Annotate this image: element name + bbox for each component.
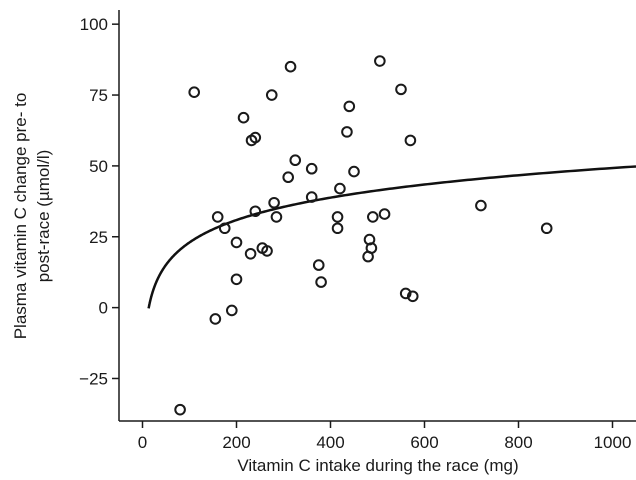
x-axis: 0 200 400 600 800 1000 <box>119 420 636 452</box>
data-point <box>188 86 200 98</box>
data-point <box>284 60 297 73</box>
fit-curve-layer <box>147 165 636 309</box>
data-point <box>374 55 386 67</box>
data-point <box>268 196 280 209</box>
data-point <box>312 259 325 271</box>
data-point <box>331 211 344 223</box>
data-point <box>378 208 391 220</box>
data-point <box>399 287 412 300</box>
data-point <box>289 154 302 167</box>
y-ticks: −25 0 25 50 75 100 <box>79 15 119 388</box>
data-point <box>540 222 553 235</box>
y-tick-label: 50 <box>89 157 108 176</box>
y-axis-title-line-1: Plasma vitamin C change pre- to <box>11 93 30 340</box>
data-point <box>230 273 243 286</box>
data-point <box>211 211 224 223</box>
x-ticks: 0 200 400 600 800 1000 <box>138 421 632 452</box>
data-point <box>226 304 238 317</box>
y-tick-label: 25 <box>89 228 108 247</box>
data-point <box>331 222 344 235</box>
data-point <box>282 171 295 184</box>
data-point <box>367 211 379 223</box>
y-tick-label: −25 <box>79 369 108 388</box>
data-point <box>341 126 353 138</box>
data-point <box>174 403 186 416</box>
x-tick-label: 800 <box>504 433 532 452</box>
y-tick-label: 0 <box>99 299 108 318</box>
data-point <box>315 276 327 288</box>
data-points <box>174 55 553 416</box>
data-point <box>406 290 419 303</box>
data-point <box>209 313 222 325</box>
data-point <box>265 89 278 101</box>
data-point <box>305 191 318 203</box>
y-tick-label: 75 <box>89 86 108 105</box>
x-axis-title: Vitamin C intake during the race (mg) <box>237 456 518 475</box>
y-axis-title-line-2: post-race (µmol/l) <box>34 150 53 283</box>
plot-area <box>147 55 636 416</box>
x-tick-label: 600 <box>410 433 438 452</box>
x-tick-label: 200 <box>222 433 250 452</box>
data-point <box>249 131 262 144</box>
data-point <box>365 242 378 254</box>
y-tick-label: 100 <box>80 15 108 34</box>
data-point <box>475 199 487 212</box>
data-point <box>395 83 407 96</box>
data-point <box>404 134 417 147</box>
y-axis: −25 0 25 50 75 100 <box>79 10 120 421</box>
data-point <box>305 162 318 175</box>
data-point <box>270 211 283 223</box>
data-point <box>261 245 273 257</box>
x-tick-label: 400 <box>316 433 344 452</box>
data-point <box>249 205 262 218</box>
data-point <box>343 100 356 113</box>
data-point <box>244 247 257 260</box>
fit-curve <box>147 165 636 309</box>
data-point <box>348 165 360 178</box>
x-tick-label: 1000 <box>594 433 632 452</box>
data-point <box>218 222 231 235</box>
data-point <box>334 182 346 195</box>
data-point <box>230 236 243 249</box>
data-point <box>237 111 250 124</box>
x-tick-label: 0 <box>138 433 147 452</box>
